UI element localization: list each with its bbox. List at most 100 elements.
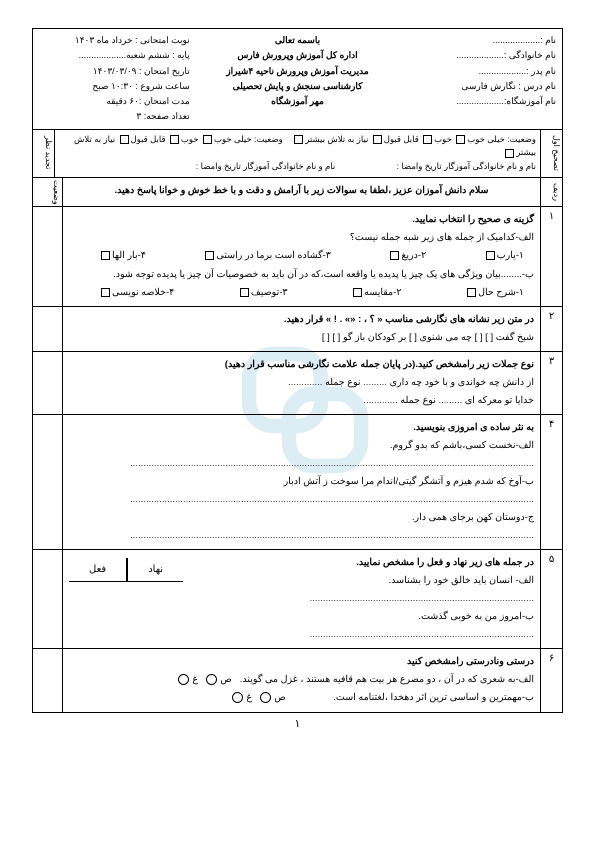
- checkbox[interactable]: [101, 288, 110, 297]
- title-org1: اداره کل آموزش وپرورش فارس: [202, 48, 394, 63]
- q3-l1: از دانش چه خواندی و با خود چه داری .....…: [69, 374, 534, 392]
- checkbox[interactable]: [423, 135, 432, 144]
- option: ۱-یارب: [497, 250, 524, 261]
- signature-2: نام و نام خانوادگی آموزگار تاریخ وامضا :: [196, 161, 335, 171]
- q-number: ۵: [540, 550, 562, 648]
- status-label: وضعیت: خیلی خوب: [214, 134, 283, 144]
- label-subject: نام درس : نگارش فارسی: [405, 79, 556, 94]
- header-center: باسمه تعالی اداره کل آموزش وپرورش فارس م…: [196, 29, 400, 129]
- label-name: نام :: [540, 35, 556, 45]
- q4-b: ب-آوخ که شدم هیزم و آتشگر گیتی/اندام مرا…: [69, 473, 534, 491]
- question-5: ۵ در جمله های زیر نهاد و فعل را مشخص نما…: [33, 550, 562, 649]
- option: ۳-توصیف: [251, 287, 288, 298]
- q6-a: الف-به شعری که در آن ، دو مصرع هر بیت هم…: [69, 671, 534, 689]
- q-title: نوع جملات زیر رامشخص کنید.(در پایان جمله…: [69, 356, 534, 374]
- label-school: نام آموزشگاه:: [504, 96, 556, 106]
- checkbox[interactable]: [353, 288, 362, 297]
- q-number: ۶: [540, 649, 562, 711]
- checkbox[interactable]: [120, 135, 129, 144]
- question-6: ۶ درستی ونادرستی رامشخص کنید الف-به شعری…: [33, 649, 562, 711]
- q4-c: ج-دوستان کهن برجای همی دار.: [69, 509, 534, 527]
- question-1: ۱ گزینه ی صحیح را انتخاب نمایید. الف-کدا…: [33, 207, 562, 306]
- status-side-1: تصحیح اول: [540, 130, 562, 177]
- title-org2: مدیریت آموزش وپرورش ناحیه ۴شیراز: [202, 64, 394, 79]
- q1-b: ب-........بیان ویژگی های یک چیز یا پدیده…: [69, 266, 534, 284]
- header: نام : نام خانوادگی : نام پدر : نام درس :…: [33, 29, 562, 130]
- th-nahad: نهاد: [127, 558, 183, 582]
- checkbox[interactable]: [373, 135, 382, 144]
- q-body: درستی ونادرستی رامشخص کنید الف-به شعری ک…: [63, 649, 540, 711]
- q-status: [33, 649, 63, 711]
- question-4: ۴ به نثر ساده ی امروزی بنویسید. الف-نخست…: [33, 415, 562, 550]
- q-status: [33, 207, 63, 305]
- q1-a: الف-کدامیک از جمله های زیر شبه جمله نیست…: [69, 229, 534, 247]
- q-status: [33, 415, 63, 549]
- option: ۳-گشاده است برما در راستی: [216, 250, 331, 261]
- label-family: نام خانوادگی :: [504, 50, 556, 60]
- label-true: ص: [220, 674, 232, 685]
- q5-b: ب-امروز من به خوبی گذشت.: [191, 608, 534, 626]
- start-time: ساعت شروع : ۱۰:۳۰ صبح: [39, 79, 190, 94]
- q-status: [33, 307, 63, 351]
- col-header-row: ردیف: [540, 178, 562, 207]
- status-row-1: تصحیح اول وضعیت: خیلی خوب خوب قابل قبول …: [33, 130, 562, 178]
- checkbox[interactable]: [456, 135, 465, 144]
- sentence: خدایا تو معرکه ای: [465, 395, 534, 406]
- title-stamp: مهر آموزشگاه: [202, 94, 394, 109]
- checkbox[interactable]: [101, 251, 110, 260]
- exam-period: نوبت امتحانی : خرداد ماه ۱۴۰۳: [39, 33, 190, 48]
- option: ۱-شرح حال: [478, 287, 524, 298]
- exam-sheet: نام : نام خانوادگی : نام پدر : نام درس :…: [32, 28, 563, 713]
- radio-circle[interactable]: [178, 674, 189, 685]
- answer-line: ........................................…: [69, 491, 534, 509]
- q1-b-options: ۱-شرح حال ۲-مقایسه ۳-توصیف ۴-خلاصه نویسی: [69, 284, 534, 302]
- q-number: ۲: [540, 307, 562, 351]
- exam-date: تاریخ امتحان : ۱۴۰۳/۰۳/۰۹: [39, 64, 190, 79]
- option: ۴-خلاصه نویسی: [112, 287, 174, 298]
- checkbox[interactable]: [205, 251, 214, 260]
- title-org3: کارشناسی سنجش و پایش تحصیلی: [202, 79, 394, 94]
- label-father: نام پدر :: [526, 66, 556, 76]
- duration: مدت امتحان :۶۰ دقیقه: [39, 94, 190, 109]
- checkbox[interactable]: [294, 135, 303, 144]
- checkbox[interactable]: [467, 288, 476, 297]
- q-title: در جمله های زیر نهاد و فعل را مشخص نمایی…: [191, 554, 534, 572]
- page-number: ۱: [32, 717, 563, 730]
- status-label: وضعیت: خیلی خوب: [467, 134, 536, 144]
- option: ۲-دریغ: [401, 250, 426, 261]
- q-number: ۱: [540, 207, 562, 305]
- checkbox[interactable]: [203, 135, 212, 144]
- radio-circle[interactable]: [260, 692, 271, 703]
- q-title: به نثر ساده ی امروزی بنویسید.: [69, 419, 534, 437]
- checkbox[interactable]: [240, 288, 249, 297]
- checkbox[interactable]: [390, 251, 399, 260]
- label: نوع جمله: [325, 377, 360, 388]
- q-body: در جمله های زیر نهاد و فعل را مشخص نمایی…: [63, 550, 540, 648]
- q-number: ۳: [540, 352, 562, 414]
- option: ۴-بار الها: [112, 250, 146, 261]
- checkbox[interactable]: [486, 251, 495, 260]
- q-title: گزینه ی صحیح را انتخاب نمایید.: [69, 211, 534, 229]
- instruction-row: ردیف سلام دانش آموزان عزیز ،لطفا به سوال…: [33, 178, 562, 208]
- header-right: نام : نام خانوادگی : نام پدر : نام درس :…: [399, 29, 562, 129]
- signature-1: نام و نام خانوادگی آموزگار تاریخ وامضا :: [397, 161, 536, 171]
- status-label: قابل قبول: [131, 134, 166, 144]
- col-header-status: وضعیت: [33, 178, 63, 207]
- status-label: قابل قبول: [384, 134, 419, 144]
- q1-a-options: ۱-یارب ۲-دریغ ۳-گشاده است برما در راستی …: [69, 247, 534, 265]
- th-fel: فعل: [69, 558, 127, 582]
- checkbox[interactable]: [505, 149, 514, 158]
- option: ۲-مقایسه: [364, 287, 401, 298]
- q6-b: ب-مهمترین و اساسی ترین اثر دهخدا ،لغتنام…: [69, 689, 534, 707]
- status-label: خوب: [434, 134, 452, 144]
- q-title: در متن زیر نشانه های نگارشی مناسب « ؟ ، …: [69, 311, 534, 329]
- checkbox[interactable]: [170, 135, 179, 144]
- grade: پایه : ششم شعبه: [126, 50, 190, 60]
- radio-circle[interactable]: [206, 674, 217, 685]
- label-true: ص: [274, 692, 286, 703]
- label: نوع جمله: [400, 395, 435, 406]
- radio-circle[interactable]: [232, 692, 243, 703]
- statement: ب-مهمترین و اساسی ترین اثر دهخدا ،لغتنام…: [333, 692, 534, 703]
- q-body: نوع جملات زیر رامشخص کنید.(در پایان جمله…: [63, 352, 540, 414]
- q-number: ۴: [540, 415, 562, 549]
